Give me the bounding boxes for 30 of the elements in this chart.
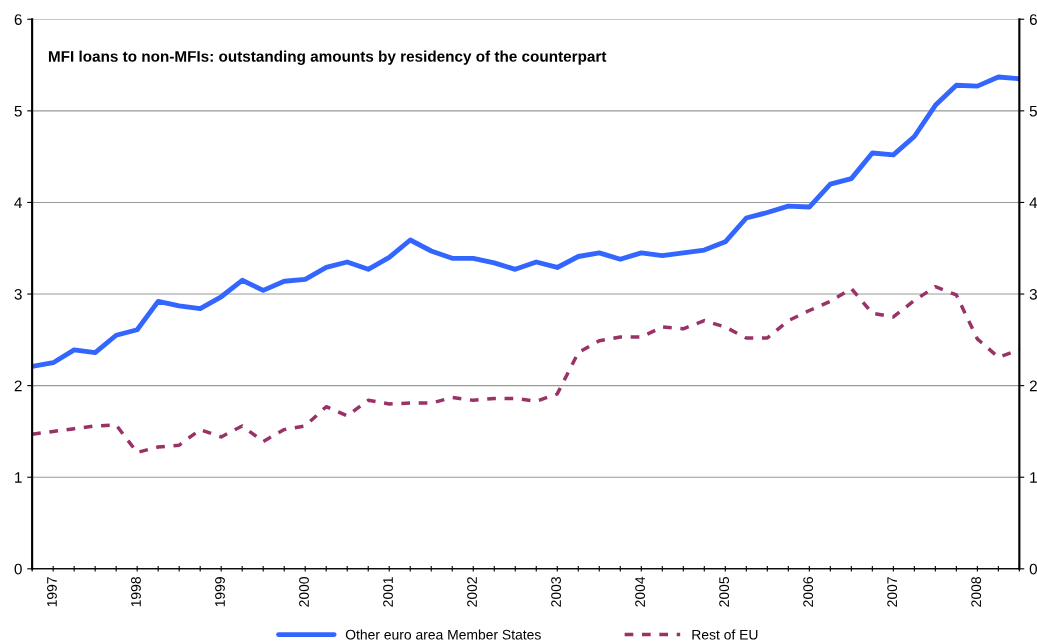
y2-tick-label: 1: [1030, 472, 1037, 483]
x-tick-label: 1998: [131, 577, 141, 607]
y2-tick-label: 3: [1029, 288, 1037, 300]
y-tick-label: 4: [14, 197, 22, 208]
y2-tick-label: 2: [1029, 380, 1037, 392]
x-tick-label: 2001: [383, 577, 393, 607]
x-tick-label: 2007: [887, 577, 898, 607]
text: MFI loans to non-MFIs: outstanding amounts by residency of the counterpart: [48, 50, 607, 65]
x-tick-label: 2004: [635, 576, 646, 607]
legend-label: Other euro area Member States: [345, 629, 541, 640]
y-tick-label: 3: [14, 288, 22, 300]
x-tick-label: 2005: [719, 577, 730, 607]
x-tick-label: 2003: [551, 577, 561, 607]
line-series: [32, 74, 1020, 369]
x-tick-label: 1997: [47, 577, 57, 607]
legend-label: Rest of EU: [692, 629, 758, 640]
x-tick-label: 2000: [299, 576, 309, 607]
y-tick-label: 2: [14, 380, 22, 392]
y-tick-label: 0: [14, 563, 22, 575]
x-tick-label: 2008: [971, 577, 982, 607]
y-tick-label: 1: [15, 472, 22, 483]
y2-tick-label: 5: [1029, 105, 1037, 117]
y2-tick-label: 0: [1029, 563, 1037, 575]
y2-tick-label: 6: [1029, 14, 1037, 25]
y-tick-label: 5: [14, 105, 22, 117]
x-tick-label: 1999: [215, 577, 225, 607]
y-tick-label: 6: [14, 14, 22, 25]
y2-tick-label: 4: [1029, 197, 1037, 208]
x-tick-label: 2002: [467, 577, 477, 607]
x-tick-label: 2006: [803, 577, 814, 607]
